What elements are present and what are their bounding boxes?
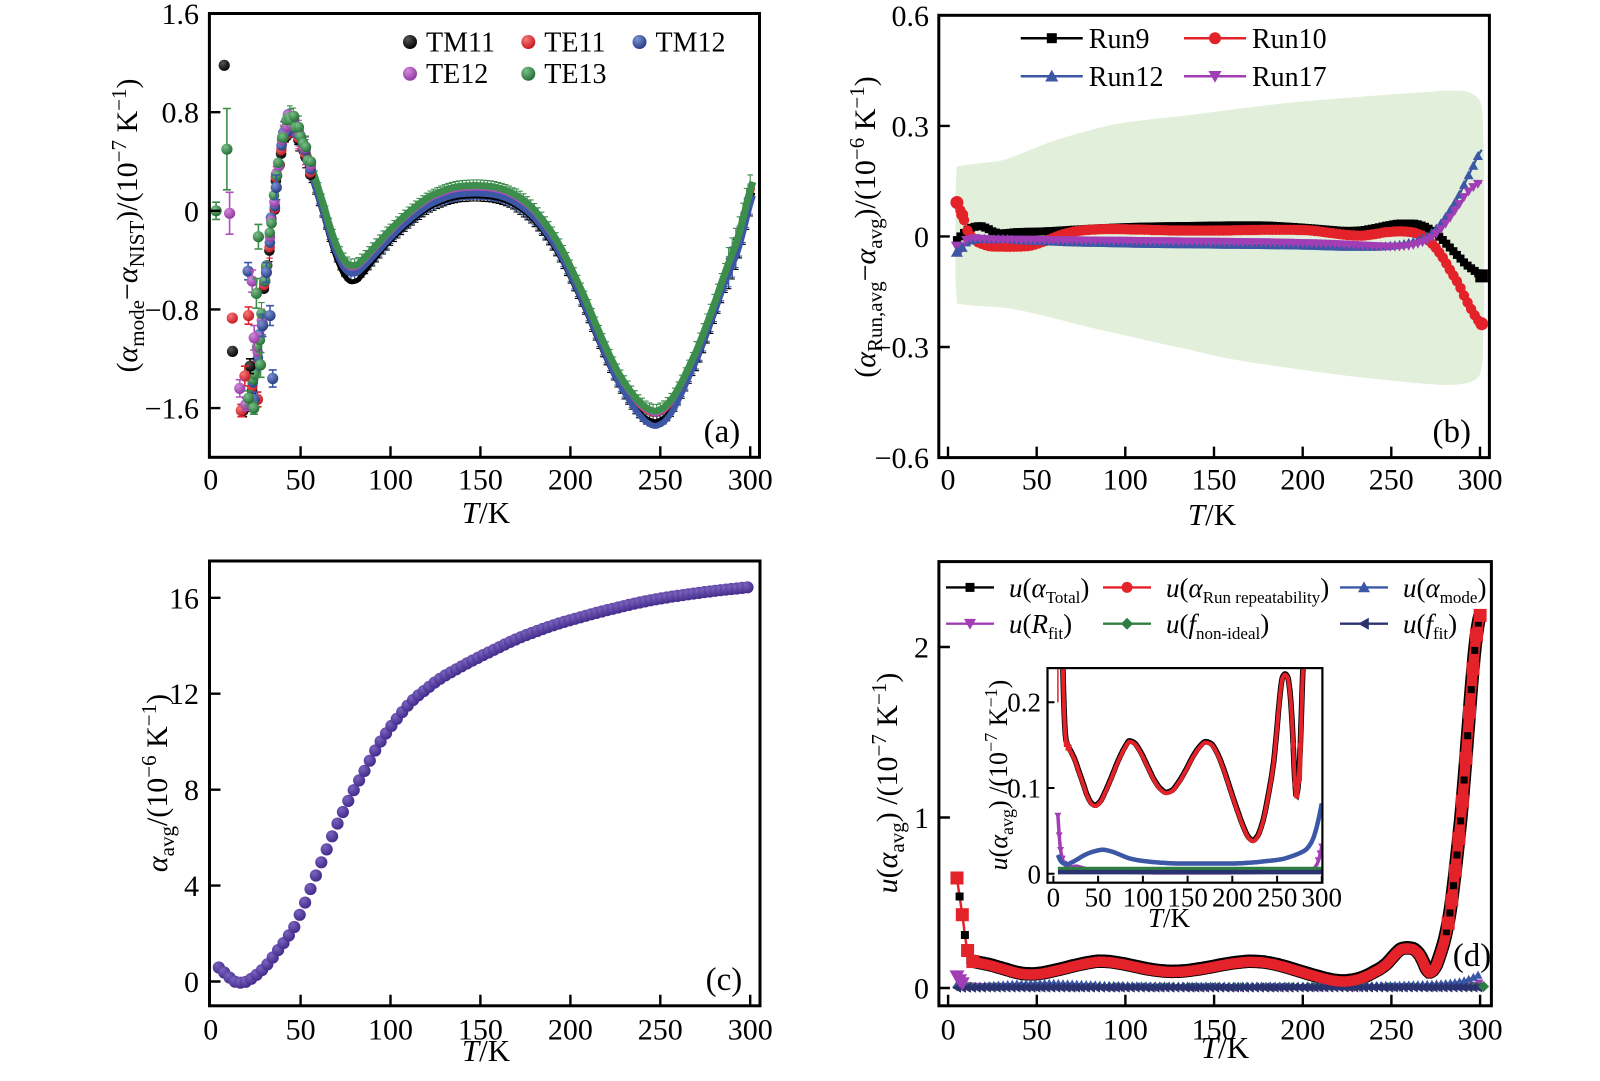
svg-text:50: 50 (286, 464, 316, 497)
svg-text:u(αRun repeatability): u(αRun repeatability) (1166, 573, 1329, 607)
svg-text:250: 250 (1257, 883, 1298, 913)
svg-text:u(αavg) /(10−7 K−1): u(αavg) /(10−7 K−1) (867, 673, 909, 894)
svg-text:100: 100 (368, 1014, 413, 1047)
svg-text:TE11: TE11 (544, 28, 605, 59)
svg-text:T/K: T/K (462, 495, 511, 530)
svg-text:0: 0 (914, 221, 929, 254)
svg-text:300: 300 (1302, 883, 1343, 913)
svg-text:u(fnon-ideal): u(fnon-ideal) (1166, 609, 1269, 643)
svg-text:−1.6: −1.6 (145, 393, 199, 426)
svg-text:αavg/(10−6 K−1): αavg/(10−6 K−1) (137, 694, 179, 872)
svg-text:u(αTotal): u(αTotal) (1009, 573, 1089, 607)
svg-text:u(ffit): u(ffit) (1403, 609, 1457, 643)
svg-text:300: 300 (728, 464, 773, 497)
svg-text:−0.6: −0.6 (875, 442, 929, 475)
svg-text:50: 50 (1022, 1014, 1052, 1047)
svg-text:150: 150 (1167, 883, 1208, 913)
svg-text:Run10: Run10 (1252, 24, 1327, 55)
svg-text:0: 0 (203, 464, 218, 497)
svg-text:300: 300 (728, 1014, 773, 1047)
svg-text:150: 150 (1192, 1014, 1237, 1047)
svg-text:150: 150 (458, 464, 503, 497)
svg-text:(c): (c) (706, 962, 743, 998)
svg-text:T/K: T/K (1188, 497, 1237, 532)
svg-text:(αRun,avg−αavg)/(10−6 K−1): (αRun,avg−αavg)/(10−6 K−1) (845, 76, 887, 378)
svg-text:250: 250 (638, 1014, 683, 1047)
svg-text:T/K: T/K (1148, 903, 1191, 933)
svg-text:0: 0 (941, 1014, 956, 1047)
svg-text:50: 50 (1022, 464, 1052, 497)
svg-text:0.6: 0.6 (892, 0, 930, 33)
svg-text:250: 250 (638, 464, 683, 497)
svg-text:(a): (a) (704, 414, 741, 450)
svg-text:250: 250 (1369, 464, 1414, 497)
svg-text:0: 0 (1028, 859, 1042, 889)
svg-text:0: 0 (914, 973, 929, 1006)
svg-text:12: 12 (169, 678, 199, 711)
svg-text:u(αmode): u(αmode) (1403, 573, 1486, 607)
svg-text:200: 200 (548, 464, 593, 497)
svg-text:Run9: Run9 (1089, 24, 1150, 55)
svg-text:250: 250 (1369, 1014, 1414, 1047)
svg-text:TE13: TE13 (544, 59, 606, 90)
svg-text:150: 150 (458, 1014, 503, 1047)
svg-text:1.6: 1.6 (162, 0, 200, 31)
svg-text:200: 200 (1280, 1014, 1325, 1047)
svg-text:TM11: TM11 (426, 28, 495, 59)
svg-text:Run12: Run12 (1089, 62, 1164, 93)
svg-text:Run17: Run17 (1252, 62, 1327, 93)
svg-text:0: 0 (941, 464, 956, 497)
svg-text:100: 100 (1103, 1014, 1148, 1047)
svg-text:150: 150 (1192, 464, 1237, 497)
svg-text:u(Rfit): u(Rfit) (1009, 609, 1072, 643)
svg-text:4: 4 (184, 870, 199, 903)
svg-text:(d): (d) (1453, 938, 1491, 974)
svg-text:−0.8: −0.8 (145, 294, 199, 327)
svg-text:300: 300 (1458, 464, 1503, 497)
svg-text:200: 200 (548, 1014, 593, 1047)
svg-text:0.2: 0.2 (1007, 688, 1041, 718)
svg-text:TM12: TM12 (656, 28, 726, 59)
svg-text:300: 300 (1458, 1014, 1503, 1047)
svg-text:0.3: 0.3 (892, 110, 930, 143)
svg-text:T/K: T/K (462, 1033, 511, 1068)
svg-text:−0.3: −0.3 (875, 332, 929, 365)
svg-text:50: 50 (286, 1014, 316, 1047)
svg-text:T/K: T/K (1201, 1030, 1250, 1065)
svg-text:0.1: 0.1 (1007, 774, 1041, 804)
svg-text:200: 200 (1280, 464, 1325, 497)
svg-text:0: 0 (203, 1014, 218, 1047)
svg-text:0.8: 0.8 (162, 97, 200, 130)
svg-text:TE12: TE12 (426, 59, 488, 90)
svg-text:1: 1 (914, 802, 929, 835)
svg-text:2: 2 (914, 632, 929, 665)
svg-text:8: 8 (184, 774, 199, 807)
svg-text:100: 100 (368, 464, 413, 497)
svg-text:0: 0 (184, 195, 199, 228)
svg-text:100: 100 (1103, 464, 1148, 497)
svg-text:50: 50 (1085, 883, 1112, 913)
svg-text:200: 200 (1212, 883, 1253, 913)
svg-text:(αmode−αNIST)/(10−7 K−1): (αmode−αNIST)/(10−7 K−1) (107, 79, 149, 373)
svg-text:0: 0 (184, 966, 199, 999)
svg-text:100: 100 (1123, 883, 1164, 913)
svg-text:0: 0 (1047, 883, 1061, 913)
svg-text:16: 16 (169, 582, 199, 615)
svg-text:(b): (b) (1433, 414, 1471, 450)
svg-text:u(αavg) /(10−7 K−1): u(αavg) /(10−7 K−1) (981, 680, 1017, 871)
